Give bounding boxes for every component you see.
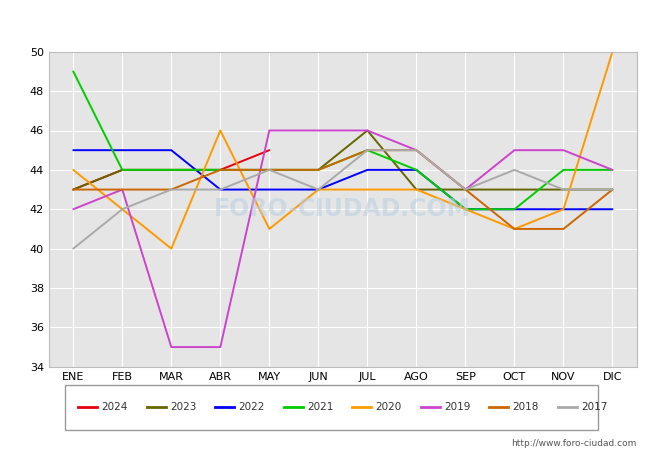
Text: 2018: 2018 (512, 402, 539, 412)
Text: 2021: 2021 (307, 402, 333, 412)
Text: 2024: 2024 (101, 402, 127, 412)
Text: 2019: 2019 (444, 402, 470, 412)
Text: FORO-CIUDAD.COM: FORO-CIUDAD.COM (214, 197, 471, 221)
FancyBboxPatch shape (65, 385, 598, 430)
Text: 2020: 2020 (375, 402, 402, 412)
Text: 2023: 2023 (170, 402, 196, 412)
Text: http://www.foro-ciudad.com: http://www.foro-ciudad.com (512, 439, 637, 448)
Text: 2022: 2022 (239, 402, 265, 412)
Text: Afiliados en Huerta de la Obispalía a 31/5/2024: Afiliados en Huerta de la Obispalía a 31… (135, 12, 515, 28)
Text: 2017: 2017 (581, 402, 607, 412)
